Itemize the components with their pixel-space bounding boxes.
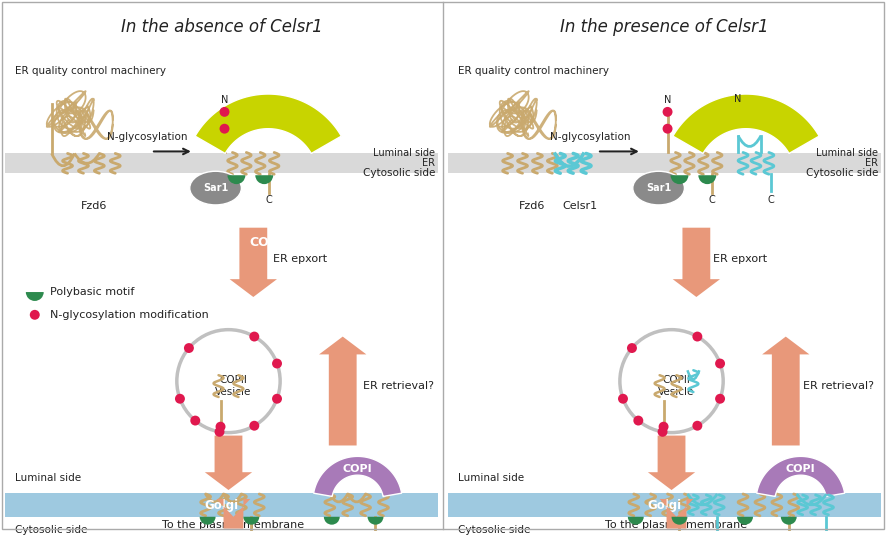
Text: Luminal side: Luminal side [816, 148, 878, 159]
Circle shape [692, 332, 702, 341]
Ellipse shape [190, 172, 242, 205]
Text: Fzd6: Fzd6 [81, 201, 108, 211]
Circle shape [627, 343, 637, 353]
Text: ER: ER [865, 158, 878, 168]
Text: Sar1: Sar1 [646, 183, 672, 193]
Circle shape [219, 124, 229, 133]
Circle shape [29, 310, 40, 320]
Bar [448, 153, 881, 173]
Text: To the plasma membrane: To the plasma membrane [606, 520, 747, 530]
Text: Luminal side: Luminal side [15, 473, 81, 483]
Text: Luminal side: Luminal side [458, 473, 524, 483]
Text: Cytosolic side: Cytosolic side [458, 525, 531, 535]
Text: ER epxort: ER epxort [273, 255, 327, 264]
Wedge shape [244, 517, 260, 525]
Text: N: N [734, 94, 742, 104]
Bar [5, 493, 438, 517]
Text: COPII: COPII [727, 236, 765, 249]
Text: COPI: COPI [786, 464, 815, 474]
Text: Sar1: Sar1 [203, 183, 228, 193]
Circle shape [219, 107, 229, 117]
Polygon shape [756, 456, 845, 496]
Text: N: N [221, 95, 228, 105]
Text: Golgi: Golgi [648, 500, 681, 512]
Text: N-glycosylation: N-glycosylation [549, 131, 631, 142]
Circle shape [657, 427, 667, 437]
Circle shape [663, 107, 673, 117]
Wedge shape [698, 175, 716, 184]
Text: ER: ER [422, 158, 435, 168]
Text: N-glycosylation modification: N-glycosylation modification [50, 310, 209, 320]
Polygon shape [673, 94, 819, 153]
Wedge shape [737, 517, 753, 525]
Circle shape [715, 394, 725, 404]
Circle shape [190, 415, 200, 426]
Text: N: N [664, 95, 672, 105]
Text: ER quality control machinery: ER quality control machinery [458, 66, 609, 76]
Wedge shape [780, 517, 797, 525]
Polygon shape [195, 94, 342, 153]
Circle shape [692, 421, 702, 430]
Polygon shape [673, 228, 720, 297]
Text: In the presence of Celsr1: In the presence of Celsr1 [560, 18, 769, 36]
Text: Polybasic motif: Polybasic motif [50, 287, 134, 297]
Text: COPII: COPII [249, 236, 287, 249]
Text: To the plasma membrane: To the plasma membrane [162, 520, 304, 530]
Text: ER retrieval?: ER retrieval? [362, 381, 434, 391]
Text: Fzd6: Fzd6 [519, 201, 546, 211]
Text: Golgi: Golgi [204, 500, 238, 512]
Wedge shape [200, 517, 216, 525]
Text: In the absence of Celsr1: In the absence of Celsr1 [120, 18, 322, 36]
Text: Luminal side: Luminal side [373, 148, 435, 159]
Wedge shape [368, 517, 384, 525]
Ellipse shape [632, 172, 684, 205]
Text: COPII
Vesicle: COPII Vesicle [215, 375, 252, 397]
Circle shape [633, 415, 643, 426]
Text: Cytosolic side: Cytosolic side [363, 168, 435, 178]
Polygon shape [314, 456, 401, 496]
Text: COPI: COPI [343, 464, 373, 474]
Circle shape [272, 394, 282, 404]
Wedge shape [324, 517, 340, 525]
Text: C: C [709, 195, 715, 205]
Circle shape [215, 427, 225, 437]
Circle shape [184, 343, 194, 353]
Text: COPII
Vesicle: COPII Vesicle [658, 375, 695, 397]
Circle shape [715, 359, 725, 368]
Polygon shape [217, 499, 251, 528]
Text: ER epxort: ER epxort [714, 255, 767, 264]
Wedge shape [255, 175, 273, 184]
Circle shape [175, 394, 185, 404]
Wedge shape [26, 292, 44, 301]
Circle shape [216, 422, 226, 431]
Wedge shape [227, 175, 245, 184]
Text: Cytosolic side: Cytosolic side [805, 168, 878, 178]
Bar [448, 493, 881, 517]
Text: Cytosolic side: Cytosolic side [15, 525, 87, 535]
Wedge shape [628, 517, 644, 525]
Text: N-glycosylation: N-glycosylation [107, 131, 187, 142]
Polygon shape [205, 436, 252, 490]
Text: C: C [767, 195, 774, 205]
Circle shape [618, 394, 628, 404]
Circle shape [250, 421, 260, 430]
Circle shape [658, 422, 668, 431]
Text: ER retrieval?: ER retrieval? [803, 381, 873, 391]
Polygon shape [319, 337, 367, 445]
Bar [5, 153, 438, 173]
Text: Celsr1: Celsr1 [563, 201, 598, 211]
Polygon shape [659, 499, 693, 528]
Text: C: C [266, 195, 273, 205]
Text: ER quality control machinery: ER quality control machinery [15, 66, 166, 76]
Polygon shape [762, 337, 809, 445]
Circle shape [250, 332, 260, 341]
Polygon shape [229, 228, 277, 297]
Wedge shape [671, 175, 689, 184]
Circle shape [663, 124, 673, 133]
Circle shape [272, 359, 282, 368]
Polygon shape [648, 436, 695, 490]
Wedge shape [672, 517, 688, 525]
